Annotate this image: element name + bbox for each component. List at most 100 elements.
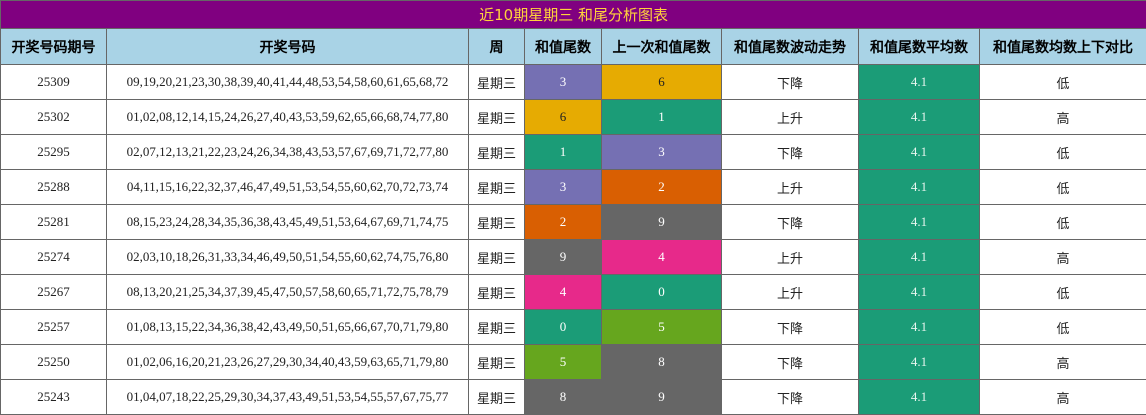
cell-numbers: 04,11,15,16,22,32,37,46,47,49,51,53,54,5… — [107, 170, 469, 205]
cell-issue: 25243 — [1, 380, 107, 415]
cell-tail: 9 — [525, 240, 602, 275]
cell-week: 星期三 — [469, 380, 525, 415]
cell-cmp: 高 — [980, 240, 1146, 275]
cell-cmp: 低 — [980, 275, 1146, 310]
cell-cmp: 高 — [980, 380, 1146, 415]
cell-trend: 上升 — [722, 275, 859, 310]
cell-cmp: 低 — [980, 310, 1146, 345]
cell-trend: 下降 — [722, 205, 859, 240]
cell-numbers: 01,08,13,15,22,34,36,38,42,43,49,50,51,6… — [107, 310, 469, 345]
cell-trend: 下降 — [722, 345, 859, 380]
cell-issue: 25267 — [1, 275, 107, 310]
cell-trend: 下降 — [722, 65, 859, 100]
cell-week: 星期三 — [469, 275, 525, 310]
cell-week: 星期三 — [469, 240, 525, 275]
cell-avg: 4.1 — [859, 345, 980, 380]
cell-numbers: 08,13,20,21,25,34,37,39,45,47,50,57,58,6… — [107, 275, 469, 310]
cell-week: 星期三 — [469, 205, 525, 240]
cell-week: 星期三 — [469, 100, 525, 135]
cell-week: 星期三 — [469, 65, 525, 100]
header-row: 开奖号码期号 开奖号码 周 和值尾数 上一次和值尾数 和值尾数波动走势 和值尾数… — [1, 29, 1146, 65]
cell-numbers: 02,07,12,13,21,22,23,24,26,34,38,43,53,5… — [107, 135, 469, 170]
cell-cmp: 低 — [980, 205, 1146, 240]
cell-prev-tail: 4 — [602, 240, 722, 275]
cell-numbers: 09,19,20,21,23,30,38,39,40,41,44,48,53,5… — [107, 65, 469, 100]
cell-trend: 上升 — [722, 100, 859, 135]
cell-trend: 上升 — [722, 240, 859, 275]
cell-avg: 4.1 — [859, 65, 980, 100]
cell-tail: 6 — [525, 100, 602, 135]
cell-cmp: 低 — [980, 170, 1146, 205]
cell-trend: 下降 — [722, 310, 859, 345]
cell-avg: 4.1 — [859, 100, 980, 135]
table-title: 近10期星期三 和尾分析图表 — [1, 1, 1146, 29]
cell-tail: 5 — [525, 345, 602, 380]
cell-issue: 25250 — [1, 345, 107, 380]
cell-cmp: 低 — [980, 135, 1146, 170]
cell-tail: 3 — [525, 170, 602, 205]
cell-issue: 25295 — [1, 135, 107, 170]
cell-prev-tail: 1 — [602, 100, 722, 135]
cell-tail: 1 — [525, 135, 602, 170]
cell-issue: 25274 — [1, 240, 107, 275]
cell-numbers: 01,04,07,18,22,25,29,30,34,37,43,49,51,5… — [107, 380, 469, 415]
header-tail: 和值尾数 — [525, 29, 602, 65]
header-week: 周 — [469, 29, 525, 65]
cell-issue: 25288 — [1, 170, 107, 205]
cell-trend: 下降 — [722, 380, 859, 415]
cell-prev-tail: 8 — [602, 345, 722, 380]
cell-issue: 25281 — [1, 205, 107, 240]
cell-issue: 25309 — [1, 65, 107, 100]
cell-prev-tail: 9 — [602, 380, 722, 415]
cell-tail: 8 — [525, 380, 602, 415]
cell-avg: 4.1 — [859, 380, 980, 415]
cell-tail: 4 — [525, 275, 602, 310]
cell-cmp: 高 — [980, 100, 1146, 135]
title-row: 近10期星期三 和尾分析图表 — [1, 1, 1146, 29]
cell-week: 星期三 — [469, 310, 525, 345]
cell-prev-tail: 3 — [602, 135, 722, 170]
cell-avg: 4.1 — [859, 310, 980, 345]
cell-tail: 0 — [525, 310, 602, 345]
cell-avg: 4.1 — [859, 135, 980, 170]
cell-numbers: 01,02,06,16,20,21,23,26,27,29,30,34,40,4… — [107, 345, 469, 380]
header-issue: 开奖号码期号 — [1, 29, 107, 65]
header-avg: 和值尾数平均数 — [859, 29, 980, 65]
header-trend: 和值尾数波动走势 — [722, 29, 859, 65]
cell-avg: 4.1 — [859, 275, 980, 310]
cell-issue: 25257 — [1, 310, 107, 345]
cell-trend: 上升 — [722, 170, 859, 205]
cell-trend: 下降 — [722, 135, 859, 170]
cell-avg: 4.1 — [859, 170, 980, 205]
cell-cmp: 高 — [980, 345, 1146, 380]
header-numbers: 开奖号码 — [107, 29, 469, 65]
cell-issue: 25302 — [1, 100, 107, 135]
cell-prev-tail: 5 — [602, 310, 722, 345]
cell-tail: 2 — [525, 205, 602, 240]
cell-prev-tail: 2 — [602, 170, 722, 205]
cell-numbers: 01,02,08,12,14,15,24,26,27,40,43,53,59,6… — [107, 100, 469, 135]
header-compare: 和值尾数均数上下对比 — [980, 29, 1146, 65]
cell-week: 星期三 — [469, 170, 525, 205]
cell-tail: 3 — [525, 65, 602, 100]
cell-avg: 4.1 — [859, 240, 980, 275]
cell-avg: 4.1 — [859, 205, 980, 240]
cell-numbers: 08,15,23,24,28,34,35,36,38,43,45,49,51,5… — [107, 205, 469, 240]
cell-numbers: 02,03,10,18,26,31,33,34,46,49,50,51,54,5… — [107, 240, 469, 275]
cell-prev-tail: 0 — [602, 275, 722, 310]
cell-week: 星期三 — [469, 135, 525, 170]
cell-prev-tail: 9 — [602, 205, 722, 240]
cell-prev-tail: 6 — [602, 65, 722, 100]
